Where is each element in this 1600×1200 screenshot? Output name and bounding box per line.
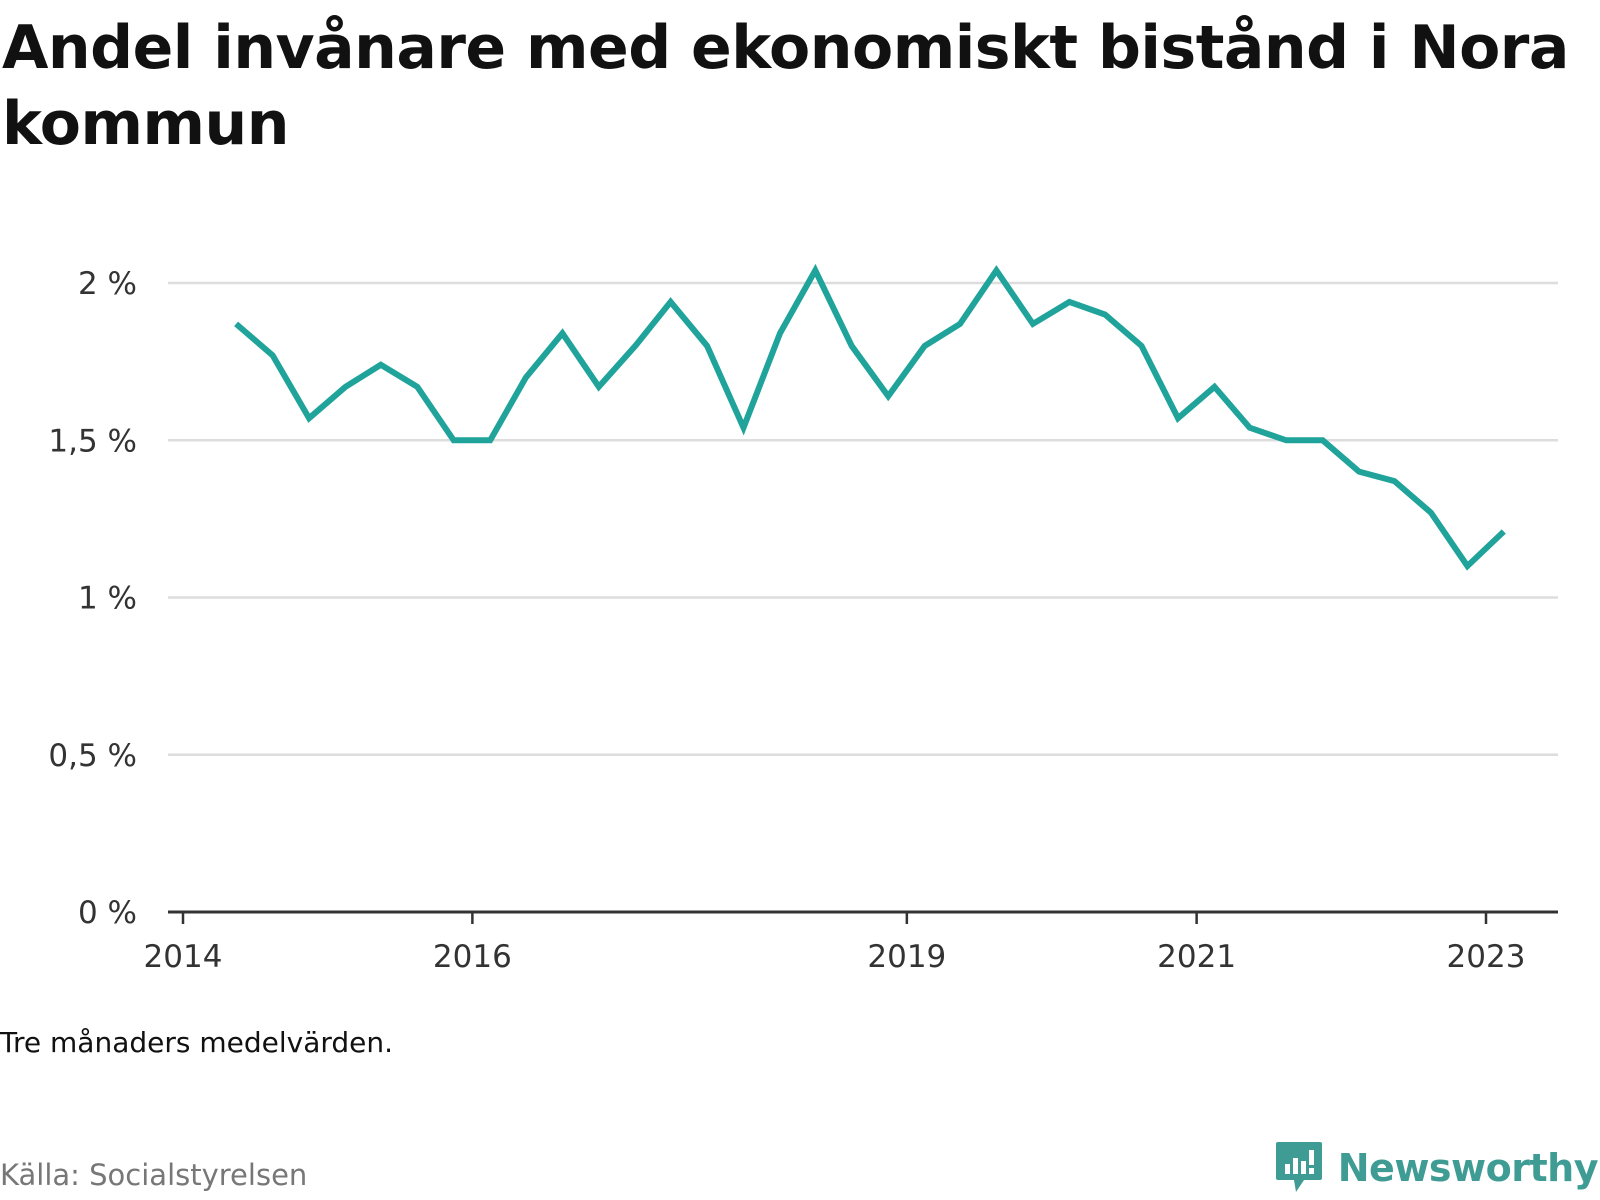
y-tick-label: 0 % [78,895,137,931]
line-chart: 0 % 0,5 % 1 % 1,5 % 2 % 2014 2016 2019 2021 2023 [48,263,1558,975]
x-tick-label: 2023 [1447,939,1526,975]
y-tick-label: 1 % [78,581,137,617]
brand: Newsworthy [1274,1140,1599,1196]
y-tick-label: 0,5 % [48,738,137,774]
y-tick-label: 2 % [78,266,137,302]
chart-note: Tre månaders medelvärden. [0,1026,394,1059]
x-tick-label: 2021 [1157,939,1236,975]
y-tick-label: 1,5 % [48,423,137,459]
source-text: Källa: Socialstyrelsen [0,1158,308,1192]
newsworthy-logo-icon [1275,1142,1322,1192]
brand-name: Newsworthy [1337,1146,1599,1190]
x-tick-label: 2014 [144,939,223,975]
x-tick-label: 2019 [867,939,946,975]
x-tick-label: 2016 [433,939,512,975]
series-line [234,263,1506,571]
chart-title: Andel invånare med ekonomiskt bistånd i … [2,13,1569,159]
